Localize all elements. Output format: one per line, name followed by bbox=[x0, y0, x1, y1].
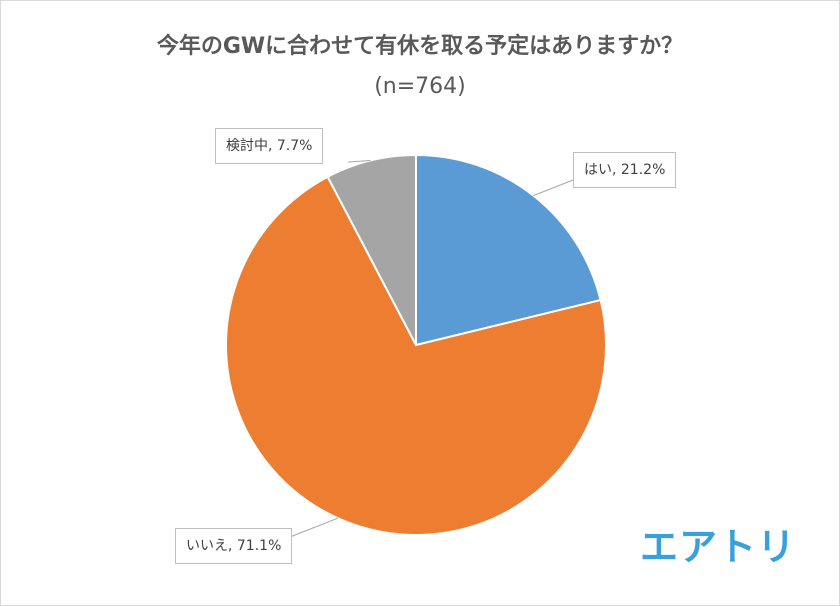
data-label-hai: はい, 21.2% bbox=[573, 152, 677, 188]
pie-slice-kentouchu bbox=[326, 153, 417, 346]
chart-subtitle: (n=764) bbox=[374, 74, 466, 99]
chart-title: 今年のGWに合わせて有休を取る予定はありますか？ bbox=[156, 34, 684, 59]
airtrip-logo: エアトリ bbox=[640, 525, 797, 569]
pie-slice-hai bbox=[415, 153, 602, 347]
data-label-iie: いいえ, 71.1% bbox=[175, 528, 293, 564]
data-label-kentouchu: 検討中, 7.7% bbox=[215, 128, 324, 164]
leader-line-iie bbox=[289, 517, 338, 538]
leader-line-hai bbox=[533, 179, 574, 197]
pie-slice-iie bbox=[225, 175, 607, 536]
leader-line-kentouchu bbox=[347, 160, 371, 163]
